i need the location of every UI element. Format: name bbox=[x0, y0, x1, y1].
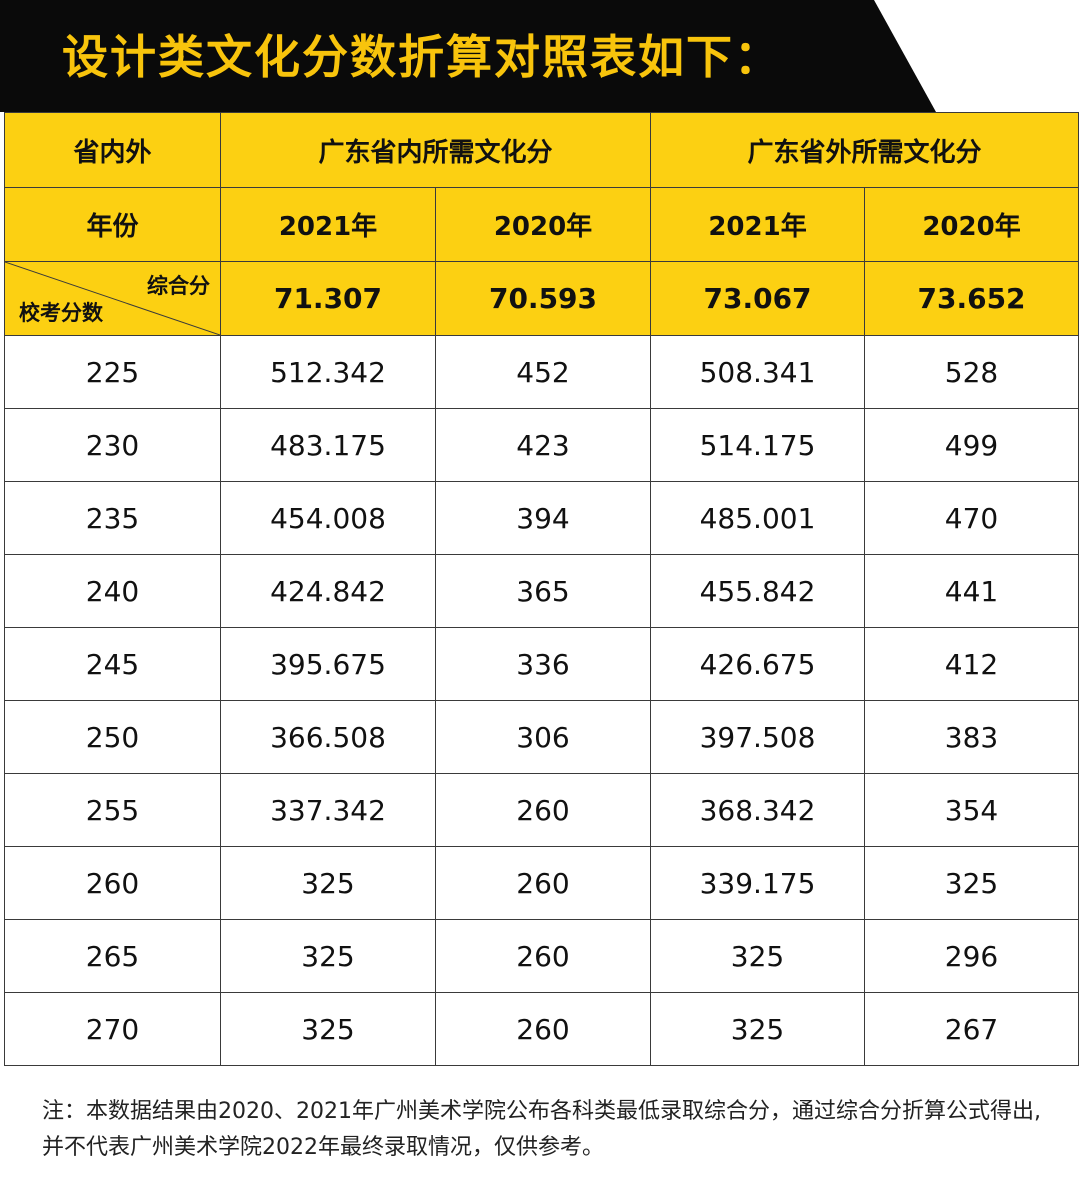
required-score-cell: 470 bbox=[864, 481, 1080, 555]
required-score-cell: 260 bbox=[434, 846, 652, 920]
outside-province-header: 广东省外所需文化分 bbox=[650, 112, 1080, 188]
school-score-cell: 265 bbox=[4, 919, 221, 993]
score-conversion-table: 省内外 广东省内所需文化分 广东省外所需文化分 年份 2021年 2020年 2… bbox=[4, 112, 1080, 1066]
table-row: 240 424.842 365 455.842 441 bbox=[4, 554, 1080, 628]
required-score-cell: 260 bbox=[434, 773, 652, 847]
required-score-cell: 452 bbox=[434, 335, 652, 409]
table-row: 225 512.342 452 508.341 528 bbox=[4, 335, 1080, 409]
school-score-cell: 230 bbox=[4, 408, 221, 482]
required-score-cell: 354 bbox=[864, 773, 1080, 847]
year-cell: 2021年 bbox=[220, 187, 436, 262]
required-score-cell: 325 bbox=[220, 992, 436, 1066]
table-row: 245 395.675 336 426.675 412 bbox=[4, 627, 1080, 701]
required-score-cell: 528 bbox=[864, 335, 1080, 409]
table-row: 255 337.342 260 368.342 354 bbox=[4, 773, 1080, 847]
required-score-cell: 325 bbox=[650, 919, 866, 993]
required-score-cell: 499 bbox=[864, 408, 1080, 482]
header-row-region: 省内外 广东省内所需文化分 广东省外所需文化分 bbox=[4, 112, 1080, 188]
diagonal-header-cell: 综合分 校考分数 bbox=[4, 261, 221, 336]
composite-score-cell: 73.067 bbox=[650, 261, 866, 336]
year-cell: 2021年 bbox=[650, 187, 866, 262]
year-label: 年份 bbox=[4, 187, 221, 262]
required-score-cell: 383 bbox=[864, 700, 1080, 774]
required-score-cell: 514.175 bbox=[650, 408, 866, 482]
composite-score-label: 综合分 bbox=[147, 274, 210, 298]
required-score-cell: 325 bbox=[220, 846, 436, 920]
required-score-cell: 454.008 bbox=[220, 481, 436, 555]
required-score-cell: 368.342 bbox=[650, 773, 866, 847]
required-score-cell: 394 bbox=[434, 481, 652, 555]
region-label: 省内外 bbox=[4, 112, 221, 188]
required-score-cell: 441 bbox=[864, 554, 1080, 628]
required-score-cell: 412 bbox=[864, 627, 1080, 701]
header-row-composite: 综合分 校考分数 71.307 70.593 73.067 73.652 bbox=[4, 261, 1080, 336]
required-score-cell: 260 bbox=[434, 992, 652, 1066]
table-row: 235 454.008 394 485.001 470 bbox=[4, 481, 1080, 555]
required-score-cell: 325 bbox=[220, 919, 436, 993]
required-score-cell: 423 bbox=[434, 408, 652, 482]
required-score-cell: 426.675 bbox=[650, 627, 866, 701]
table-row: 230 483.175 423 514.175 499 bbox=[4, 408, 1080, 482]
required-score-cell: 325 bbox=[650, 992, 866, 1066]
required-score-cell: 424.842 bbox=[220, 554, 436, 628]
school-score-cell: 250 bbox=[4, 700, 221, 774]
school-exam-score-label: 校考分数 bbox=[19, 301, 103, 325]
required-score-cell: 395.675 bbox=[220, 627, 436, 701]
footnote: 注：本数据结果由2020、2021年广州美术学院公布各科类最低录取综合分，通过综… bbox=[42, 1099, 1041, 1160]
composite-score-cell: 71.307 bbox=[220, 261, 436, 336]
required-score-cell: 483.175 bbox=[220, 408, 436, 482]
table-row: 250 366.508 306 397.508 383 bbox=[4, 700, 1080, 774]
required-score-cell: 339.175 bbox=[650, 846, 866, 920]
required-score-cell: 336 bbox=[434, 627, 652, 701]
composite-score-cell: 70.593 bbox=[434, 261, 652, 336]
required-score-cell: 306 bbox=[434, 700, 652, 774]
year-cell: 2020年 bbox=[434, 187, 652, 262]
title-banner bbox=[0, 0, 936, 112]
table-row: 265 325 260 325 296 bbox=[4, 919, 1080, 993]
required-score-cell: 512.342 bbox=[220, 335, 436, 409]
composite-score-cell: 73.652 bbox=[864, 261, 1080, 336]
required-score-cell: 366.508 bbox=[220, 700, 436, 774]
school-score-cell: 255 bbox=[4, 773, 221, 847]
required-score-cell: 337.342 bbox=[220, 773, 436, 847]
year-cell: 2020年 bbox=[864, 187, 1080, 262]
required-score-cell: 260 bbox=[434, 919, 652, 993]
school-score-cell: 235 bbox=[4, 481, 221, 555]
school-score-cell: 270 bbox=[4, 992, 221, 1066]
required-score-cell: 296 bbox=[864, 919, 1080, 993]
required-score-cell: 508.341 bbox=[650, 335, 866, 409]
school-score-cell: 245 bbox=[4, 627, 221, 701]
school-score-cell: 225 bbox=[4, 335, 221, 409]
page-title: 设计类文化分数折算对照表如下： bbox=[62, 30, 782, 84]
inside-province-header: 广东省内所需文化分 bbox=[219, 112, 652, 188]
required-score-cell: 325 bbox=[864, 846, 1080, 920]
required-score-cell: 397.508 bbox=[650, 700, 866, 774]
required-score-cell: 365 bbox=[434, 554, 652, 628]
required-score-cell: 485.001 bbox=[650, 481, 866, 555]
school-score-cell: 260 bbox=[4, 846, 221, 920]
school-score-cell: 240 bbox=[4, 554, 221, 628]
diagonal-line bbox=[5, 262, 220, 335]
header-row-year: 年份 2021年 2020年 2021年 2020年 bbox=[4, 187, 1080, 262]
required-score-cell: 455.842 bbox=[650, 554, 866, 628]
required-score-cell: 267 bbox=[864, 992, 1080, 1066]
table-row: 260 325 260 339.175 325 bbox=[4, 846, 1080, 920]
table-row: 270 325 260 325 267 bbox=[4, 992, 1080, 1066]
